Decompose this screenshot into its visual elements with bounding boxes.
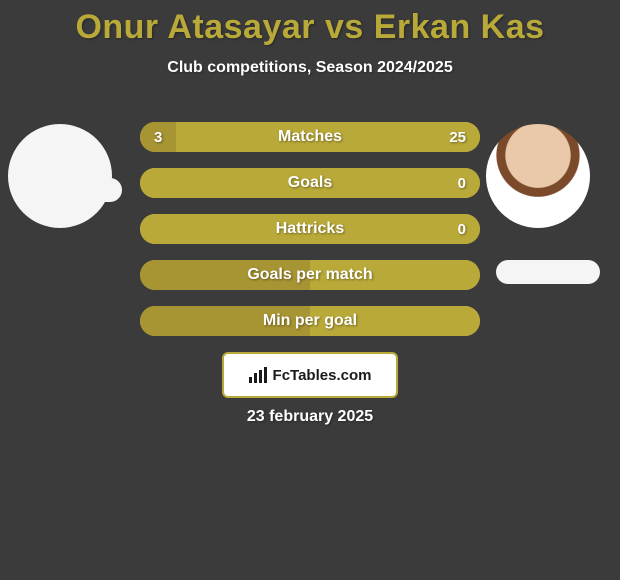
date-label: 23 february 2025 <box>0 408 620 426</box>
page-title: Onur Atasayar vs Erkan Kas <box>0 0 620 47</box>
flag-left <box>18 178 122 202</box>
bar-segment-left <box>140 260 310 290</box>
bar-segment-right <box>176 122 480 152</box>
bar-value-right: 0 <box>458 214 466 244</box>
bar-segment-right <box>140 214 480 244</box>
bar-track <box>140 122 480 152</box>
bar-track <box>140 214 480 244</box>
stat-row: Min per goal <box>140 306 480 336</box>
bar-track <box>140 168 480 198</box>
avatar-placeholder <box>8 124 112 228</box>
stat-row: Goals per match <box>140 260 480 290</box>
chart-icon <box>249 367 269 383</box>
bar-segment-right <box>310 306 480 336</box>
bar-value-right: 25 <box>449 122 466 152</box>
subtitle: Club competitions, Season 2024/2025 <box>0 59 620 77</box>
comparison-infographic: Onur Atasayar vs Erkan Kas Club competit… <box>0 0 620 580</box>
stat-bars: Matches325Goals0Hattricks0Goals per matc… <box>140 122 480 352</box>
stat-row: Hattricks0 <box>140 214 480 244</box>
stat-row: Matches325 <box>140 122 480 152</box>
bar-track <box>140 260 480 290</box>
bar-track <box>140 306 480 336</box>
brand-badge: FcTables.com <box>222 352 398 398</box>
bar-segment-left <box>140 306 310 336</box>
avatar-left <box>8 124 112 228</box>
brand-text: FcTables.com <box>273 367 372 384</box>
bar-value-right: 0 <box>458 168 466 198</box>
bar-value-left: 3 <box>154 122 162 152</box>
stat-row: Goals0 <box>140 168 480 198</box>
avatar-photo <box>486 124 590 228</box>
bar-segment-right <box>140 168 480 198</box>
avatar-right <box>486 124 590 228</box>
bar-segment-right <box>310 260 480 290</box>
flag-right <box>496 260 600 284</box>
